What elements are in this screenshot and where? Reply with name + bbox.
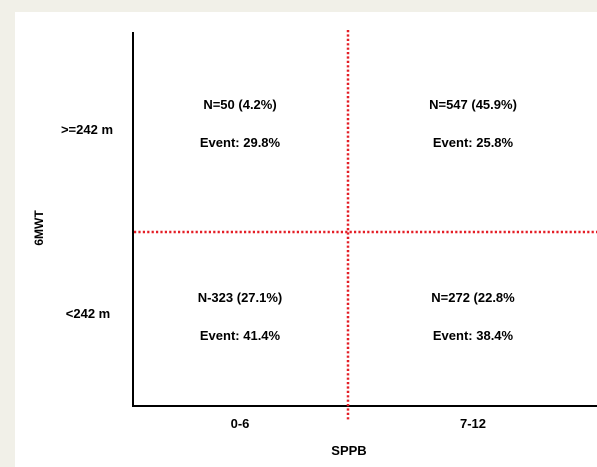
y-tick-label-low: <242 m (66, 306, 110, 321)
cell-bottom-right-count: N=272 (22.8% (431, 290, 515, 305)
cell-bottom-right-event: Event: 38.4% (433, 328, 514, 343)
cell-bottom-left-count: N-323 (27.1%) (198, 290, 283, 305)
x-axis-title: SPPB (331, 443, 366, 458)
cell-top-right-count: N=547 (45.9%) (429, 97, 517, 112)
chart-frame: >=242 m <242 m 6MWT 0-6 7-12 SPPB N=50 (… (15, 12, 597, 467)
y-axis-title: 6MWT (32, 210, 46, 246)
cell-top-left-event: Event: 29.8% (200, 135, 281, 150)
cell-top-left-count: N=50 (4.2%) (203, 97, 276, 112)
cell-bottom-left-event: Event: 41.4% (200, 328, 281, 343)
y-tick-label-high: >=242 m (61, 122, 113, 137)
x-tick-label-right: 7-12 (460, 416, 486, 431)
cell-top-right-event: Event: 25.8% (433, 135, 514, 150)
x-tick-label-left: 0-6 (231, 416, 250, 431)
quadrant-chart: >=242 m <242 m 6MWT 0-6 7-12 SPPB N=50 (… (32, 30, 597, 458)
